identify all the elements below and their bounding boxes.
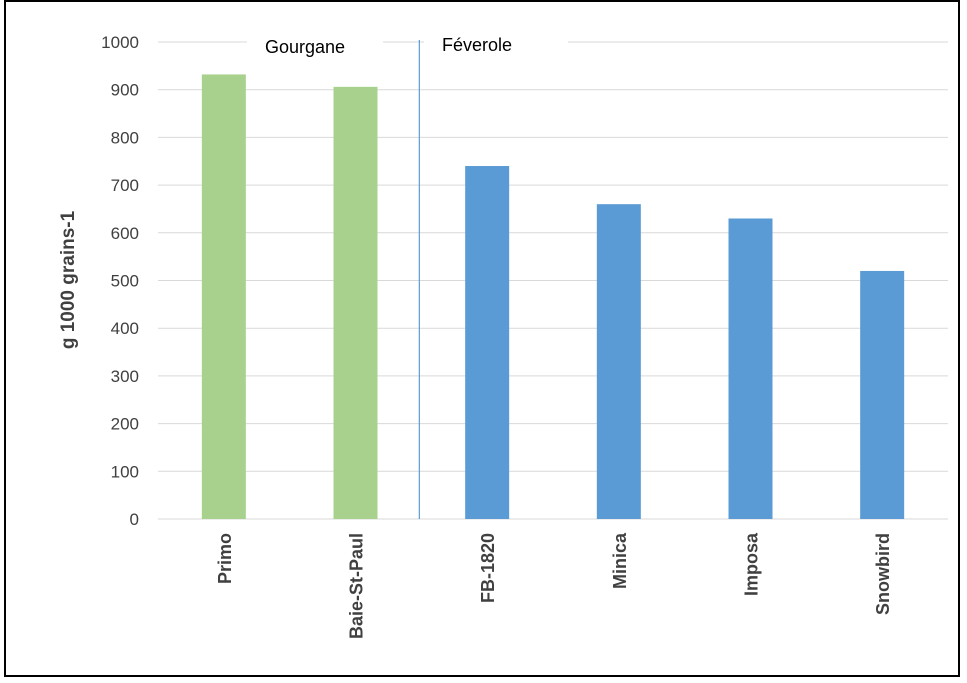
bar — [333, 86, 378, 519]
y-axis-ticks: 0 100 200 300 400 500 600 700 800 900 1000 — [101, 33, 139, 529]
y-tick-label: 700 — [111, 176, 139, 195]
y-tick-label: 800 — [111, 128, 139, 147]
x-category-label: Minica — [610, 532, 630, 589]
bar — [596, 204, 641, 519]
group-label-background-gourgane — [247, 32, 383, 58]
y-axis-label: g 1000 grains-1 — [58, 210, 79, 349]
y-tick-label: 500 — [111, 272, 139, 291]
y-tick-label: 100 — [111, 462, 139, 481]
y-tick-label: 300 — [111, 367, 139, 386]
group-label-gourgane: Gourgane — [265, 37, 345, 57]
x-category-label: Snowbird — [873, 533, 893, 615]
y-tick-label: 1000 — [101, 33, 139, 52]
x-category-label: Baie-St-Paul — [347, 533, 367, 639]
x-axis-categories: Primo Baie-St-Paul FB-1820 Minica Imposa Snow… — [215, 532, 893, 639]
y-tick-label: 400 — [111, 319, 139, 338]
x-category-label: FB-1820 — [478, 533, 498, 603]
bar — [465, 166, 510, 519]
y-tick-label: 200 — [111, 415, 139, 434]
bar — [728, 218, 773, 520]
grid-lines — [158, 41, 948, 520]
group-label-background-feverole — [424, 30, 568, 56]
y-tick-label: 900 — [111, 81, 139, 100]
bars — [201, 74, 905, 520]
bar — [860, 270, 905, 519]
y-tick-label: 0 — [130, 510, 139, 529]
group-label-feverole: Féverole — [442, 35, 512, 55]
x-category-label: Imposa — [742, 532, 762, 596]
bar — [201, 74, 246, 519]
y-tick-label: 600 — [111, 224, 139, 243]
x-category-label: Primo — [215, 533, 235, 584]
